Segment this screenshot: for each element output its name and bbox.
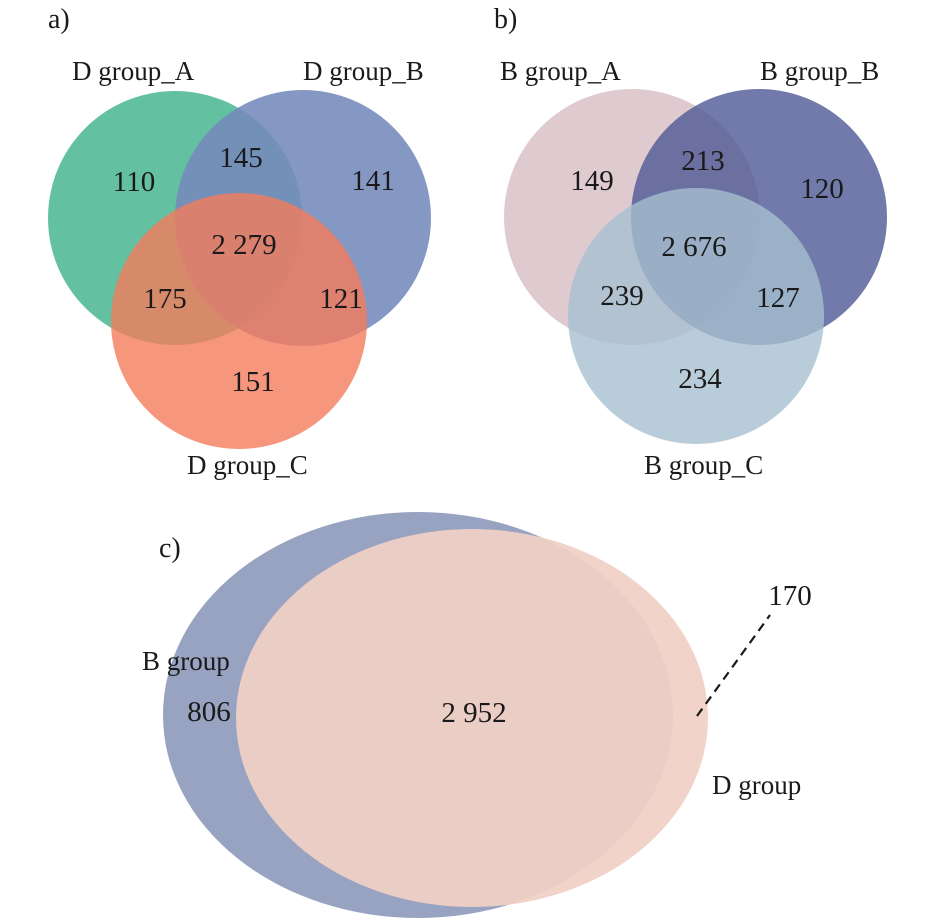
panel-c-count-only-b: 806: [187, 696, 231, 728]
panel-b: b) B group_A B group_B 149 213 120 2 676…: [494, 4, 887, 480]
panel-a-set-c-name: D group_C: [187, 450, 308, 480]
panel-c-leader-line: [696, 614, 771, 717]
panel-b-count-b-c: 127: [756, 282, 800, 314]
panel-b-count-a-c: 239: [600, 280, 644, 312]
panel-b-label: b): [494, 4, 517, 35]
panel-b-set-b-name: B group_B: [760, 56, 879, 86]
panel-b-count-abc: 2 676: [661, 231, 726, 263]
panel-c-ellipse-d: [236, 529, 708, 907]
panel-a-count-a-c: 175: [143, 283, 187, 315]
panel-b-count-only-a: 149: [570, 165, 614, 197]
panel-c-set-b-name: B group: [142, 646, 230, 676]
panel-a-set-a-name: D group_A: [72, 56, 195, 86]
panel-a-count-only-a: 110: [113, 166, 155, 198]
panel-b-circle-c: [568, 188, 824, 444]
panel-b-count-only-b: 120: [800, 173, 844, 205]
panel-b-count-a-b: 213: [681, 145, 725, 177]
panel-b-count-only-c: 234: [678, 363, 722, 395]
panel-a-label: a): [48, 4, 70, 35]
panel-c-count-both: 2 952: [441, 697, 506, 729]
panel-a-count-b-c: 121: [319, 283, 363, 315]
panel-a-circle-c: [111, 193, 367, 449]
panel-a-count-a-b: 145: [219, 142, 263, 174]
panel-a-count-only-c: 151: [231, 366, 275, 398]
panel-c: c) B group 806 2 952 170 D group: [142, 512, 812, 918]
panel-a: a) D group_A D group_B 110 145 141 2 279…: [48, 4, 431, 480]
panel-a-count-abc: 2 279: [211, 229, 276, 261]
panel-c-label: c): [159, 533, 181, 564]
panel-c-set-d-name: D group: [712, 770, 801, 800]
panel-b-set-c-name: B group_C: [644, 450, 763, 480]
panel-a-set-b-name: D group_B: [303, 56, 424, 86]
panel-c-count-only-d: 170: [768, 580, 812, 612]
panel-a-count-only-b: 141: [351, 165, 395, 197]
panel-b-set-a-name: B group_A: [500, 56, 621, 86]
